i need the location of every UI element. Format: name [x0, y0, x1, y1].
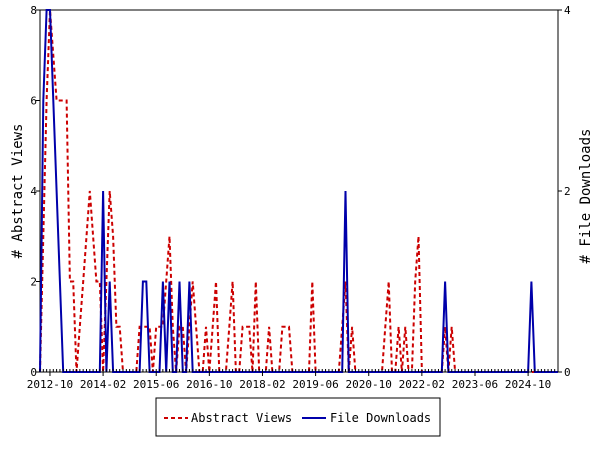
legend: Abstract Views File Downloads [155, 397, 441, 437]
x-tick-label: 2015-06 [133, 378, 179, 391]
x-tick-label: 2016-10 [186, 378, 232, 391]
legend-label-abstract-views: Abstract Views [191, 411, 292, 425]
y-right-tick-label: 2 [564, 185, 571, 198]
y-right-axis-title: # File Downloads [578, 129, 594, 264]
x-tick-label: 2014-02 [80, 378, 126, 391]
x-tick-label: 2012-10 [27, 378, 73, 391]
legend-label-file-downloads: File Downloads [330, 411, 431, 425]
series-layer [39, 9, 558, 373]
y-left-tick-label: 2 [30, 276, 37, 289]
y-right-tick-label: 4 [564, 4, 571, 17]
plot-frame [39, 9, 559, 373]
y-left-axis-ticks: 0 2 4 6 8 [30, 4, 40, 379]
x-tick-label: 2020-10 [346, 378, 392, 391]
x-tick-label: 2018-02 [239, 378, 285, 391]
y-left-tick-label: 0 [30, 366, 37, 379]
x-tick-label: 2022-02 [399, 378, 445, 391]
x-axis-ticks: 2012-10 2014-02 2015-06 2016-10 2018-02 2019-… [27, 369, 559, 391]
x-tick-label: 2019-06 [292, 378, 338, 391]
x-tick-label: 2023-06 [452, 378, 498, 391]
y-left-tick-label: 6 [30, 95, 37, 108]
y-left-tick-label: 4 [30, 185, 37, 198]
x-tick-label: 2024-10 [505, 378, 551, 391]
y-left-tick-label: 8 [30, 4, 37, 17]
series-line-file-downloads [39, 9, 558, 373]
series-line-abstract-views [39, 9, 558, 373]
y-right-tick-label: 0 [564, 366, 571, 379]
plot-area [39, 9, 559, 373]
legend-box [155, 397, 441, 437]
y-right-axis-ticks: 0 2 4 [558, 4, 571, 379]
y-left-axis-title: # Abstract Views [10, 124, 26, 259]
